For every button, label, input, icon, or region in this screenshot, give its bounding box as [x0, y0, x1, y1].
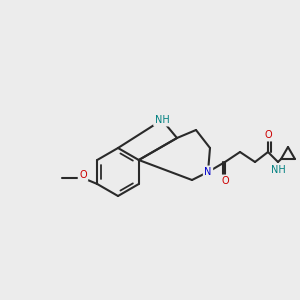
Text: O: O — [221, 176, 229, 186]
Text: O: O — [79, 170, 87, 180]
Text: NH: NH — [154, 115, 169, 125]
Text: O: O — [264, 130, 272, 140]
Text: N: N — [204, 167, 212, 177]
Text: NH: NH — [271, 165, 285, 175]
